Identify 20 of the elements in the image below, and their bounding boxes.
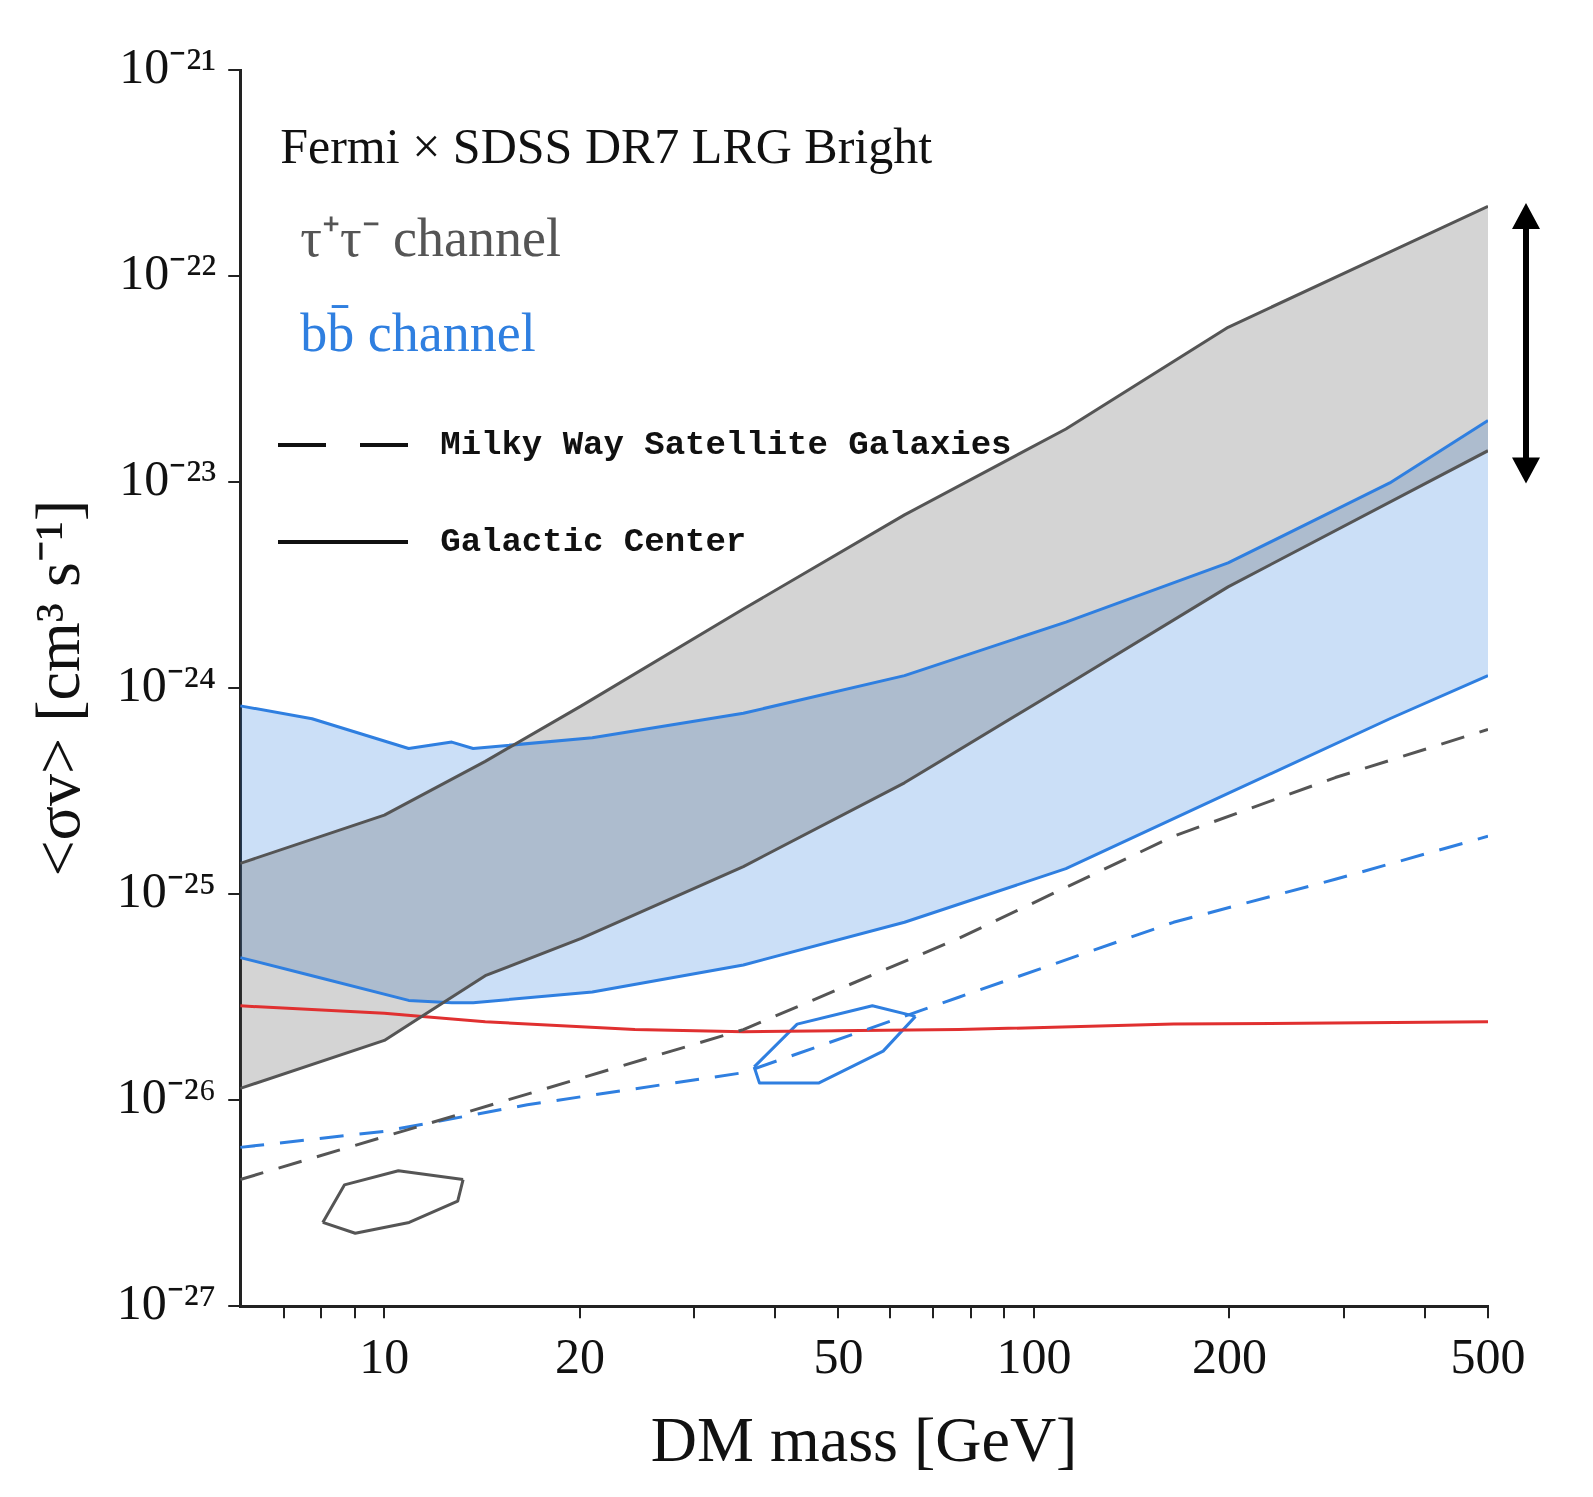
y-tick-label: 10⁻²⁴: [116, 656, 217, 713]
x-tick-label: 200: [1192, 1328, 1267, 1385]
x-tick-label: 20: [554, 1328, 605, 1385]
text: τ⁺τ⁻ channel: [300, 208, 562, 269]
y-tick-label: 10⁻²³: [119, 450, 217, 507]
x-tick-label: 100: [996, 1328, 1072, 1385]
annotation: Galactic Center: [440, 522, 747, 561]
text: Fermi × SDSS DR7 LRG Bright: [280, 118, 933, 175]
y-tick-label: 10⁻²⁷: [116, 1274, 217, 1331]
y-axis-title: <σv> [cm³ s⁻¹]: [22, 499, 94, 877]
x-tick-label: 50: [813, 1328, 864, 1385]
y-tick-label: 10⁻²¹: [119, 38, 217, 95]
x-axis-title: DM mass [GeV]: [650, 1404, 1078, 1476]
x-tick-label: 10: [359, 1328, 410, 1385]
y-tick-label: 10⁻²²: [119, 244, 217, 301]
y-tick-label: 10⁻²⁶: [116, 1068, 217, 1125]
y-tick-label: 10⁻²⁵: [116, 862, 217, 919]
text: bb̄ channel: [300, 303, 536, 364]
annotation: Milky Way Satellite Galaxies: [440, 425, 1012, 464]
x-tick-label: 500: [1450, 1328, 1526, 1385]
